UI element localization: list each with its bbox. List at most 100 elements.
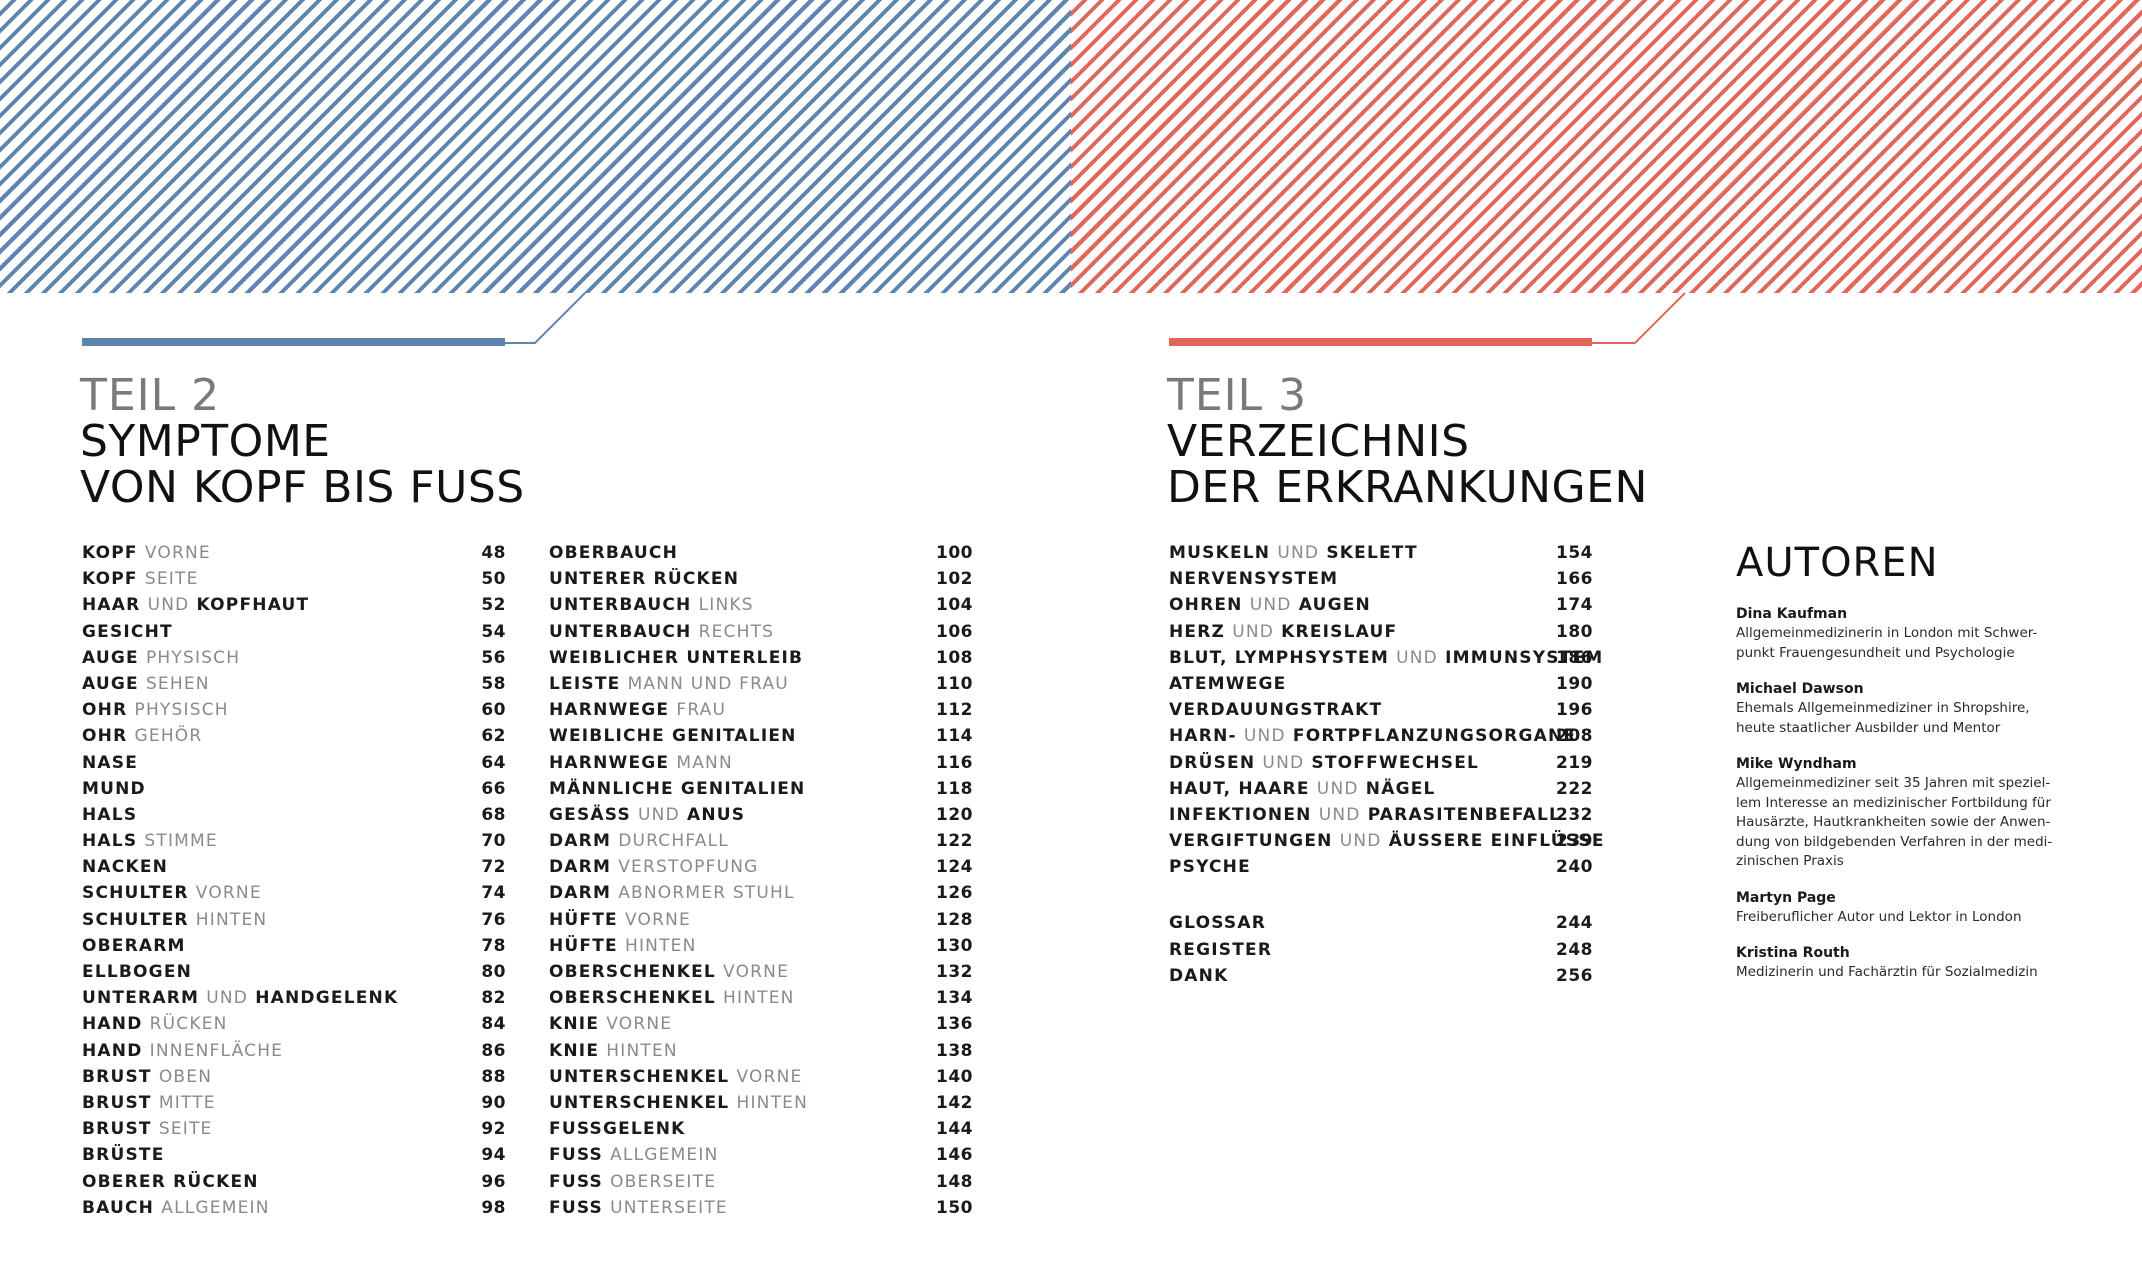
toc-entry-subtitle: MANN UND FRAU <box>627 673 789 694</box>
toc-entry-label: GLOSSAR <box>1169 913 1266 933</box>
toc-entry-subtitle: UND <box>1339 831 1382 852</box>
toc-entry: OBERBAUCH 100 <box>549 540 973 566</box>
toc-entry-keyword: OHR <box>82 726 128 747</box>
toc-entry-label: HAND RÜCKEN <box>82 1014 228 1034</box>
toc-entry-page: 106 <box>936 621 973 642</box>
author-description-line: Ehemals Allgemeinmediziner in Shropshire… <box>1736 700 2030 716</box>
toc-entry-subtitle: UND <box>1262 752 1305 773</box>
part3-title-line1: VERZEICHNIS <box>1167 416 1470 467</box>
toc-entry-page: 66 <box>481 778 506 799</box>
toc-entry-page: 256 <box>1556 965 1593 986</box>
toc-entry-keyword: MÄNNLICHE GENITALIEN <box>549 778 806 799</box>
toc-entry: BRUST OBEN 88 <box>82 1064 506 1090</box>
toc-entry-label: HALS <box>82 805 137 825</box>
toc-entry-subtitle: ALLGEMEIN <box>161 1197 270 1218</box>
toc-entry-keyword: NERVENSYSTEM <box>1169 569 1339 590</box>
toc-entry: HALS 68 <box>82 802 506 828</box>
toc-entry: HERZ UND KREISLAUF 180 <box>1169 619 1593 645</box>
toc-entry-keyword: BRUST <box>82 1092 152 1113</box>
toc-entry-page: 190 <box>1556 673 1593 694</box>
toc-entry-keyword: BLUT, LYMPHSYSTEM <box>1169 647 1389 668</box>
toc-entry-label: INFEKTIONEN UND PARASITENBEFALL <box>1169 805 1561 825</box>
toc-entry-keyword: WEIBLICHE GENITALIEN <box>549 726 797 747</box>
toc-entry-label: SCHULTER VORNE <box>82 883 262 903</box>
toc-entry-page: 122 <box>936 831 973 852</box>
toc-entry-page: 80 <box>481 962 506 982</box>
toc-entry-page: 166 <box>1556 569 1593 590</box>
toc-entry-label: MUSKELN UND SKELETT <box>1169 543 1418 563</box>
toc-entry-label: OBERER RÜCKEN <box>82 1172 259 1192</box>
toc-entry-subtitle: UND <box>1316 778 1359 799</box>
toc-entry-page: 132 <box>936 962 973 982</box>
toc-entry-label: KNIE VORNE <box>549 1014 672 1034</box>
author-description-line: Allgemeinmediziner seit 35 Jahren mit sp… <box>1736 775 2051 791</box>
toc-entry-page: 52 <box>481 595 506 616</box>
toc-entry-label: DRÜSEN UND STOFFWECHSEL <box>1169 753 1479 773</box>
toc-entry-keyword: HALS <box>82 831 138 852</box>
toc-entry-keyword: ELLBOGEN <box>82 962 193 982</box>
toc-entry-keyword: OBERSCHENKEL <box>549 988 716 1009</box>
toc-entry-keyword-2: FORTPFLANZUNGSORGANE <box>1292 726 1577 747</box>
toc-entry-page: 72 <box>481 857 506 878</box>
toc-entry-page: 64 <box>481 752 506 773</box>
toc-entry-page: 239 <box>1556 831 1593 852</box>
toc-entry-label: MUND <box>82 779 146 799</box>
toc-entry-label: HALS STIMME <box>82 831 218 851</box>
toc-entry-page: 50 <box>481 569 506 590</box>
toc-entry-label: ELLBOGEN <box>82 962 192 982</box>
toc-entry: ELLBOGEN 80 <box>82 959 506 985</box>
toc-entry-label: HAUT, HAARE UND NÄGEL <box>1169 779 1436 799</box>
toc-entry-page: 134 <box>936 988 973 1009</box>
toc-entry-subtitle: HINTEN <box>624 935 697 956</box>
toc-entry-label: AUGE SEHEN <box>82 674 210 694</box>
toc-entry-label: HAND INNENFLÄCHE <box>82 1041 283 1061</box>
toc-entry-subtitle: VORNE <box>606 1014 673 1035</box>
toc-entry-label: NASE <box>82 753 138 773</box>
toc-entry: OBERARM 78 <box>82 933 506 959</box>
toc-entry-keyword-2: PARASITENBEFALL <box>1367 804 1562 825</box>
toc-entry-page: 148 <box>936 1171 973 1192</box>
toc-entry: GESICHT 54 <box>82 619 506 645</box>
toc-entry: UNTERSCHENKEL HINTEN 142 <box>549 1090 973 1116</box>
toc-entry-subtitle: ABNORMER STUHL <box>618 883 795 904</box>
toc-entry-keyword-2: IMMUNSYSTEM <box>1445 647 1604 668</box>
toc-entry: UNTERER RÜCKEN 102 <box>549 566 973 592</box>
toc-entry-label: GESICHT <box>82 622 173 642</box>
toc-entry-label: AUGE PHYSISCH <box>82 648 240 668</box>
toc-entry-label: OBERBAUCH <box>549 543 678 563</box>
toc-entry: HAUT, HAARE UND NÄGEL 222 <box>1169 776 1593 802</box>
toc-entry: FUSSGELENK 144 <box>549 1116 973 1142</box>
toc-entry: ATEMWEGE 190 <box>1169 671 1593 697</box>
author-description-line: Allgemeinmedizinerin in London mit Schwe… <box>1736 625 2038 641</box>
toc-entry-keyword: DARM <box>549 883 612 904</box>
toc-entry: HARNWEGE MANN 116 <box>549 750 973 776</box>
author-name: Kristina Routh <box>1736 945 1850 961</box>
toc-entry: WEIBLICHER UNTERLEIB 108 <box>549 645 973 671</box>
toc-entry-page: 74 <box>481 883 506 904</box>
toc-entry-keyword: INFEKTIONEN <box>1169 804 1312 825</box>
toc-entry: KOPF SEITE 50 <box>82 566 506 592</box>
toc-entry-keyword: HÜFTE <box>549 935 618 956</box>
toc-entry-label: FUSS OBERSEITE <box>549 1172 716 1192</box>
toc-entry: DANK 256 <box>1169 963 1593 989</box>
toc-entry-page: 94 <box>481 1145 506 1166</box>
toc-entry: OHREN UND AUGEN 174 <box>1169 592 1593 618</box>
toc-entry-page: 128 <box>936 909 973 930</box>
red-connector <box>1590 292 1686 344</box>
toc-entry-keyword: DRÜSEN <box>1169 752 1256 773</box>
toc-entry-label: REGISTER <box>1169 940 1272 960</box>
toc-entry-subtitle: UND <box>1232 621 1275 642</box>
toc-entry-page: 219 <box>1556 752 1593 773</box>
toc-entry-subtitle: ALLGEMEIN <box>610 1145 719 1166</box>
toc-entry-page: 248 <box>1556 939 1593 960</box>
toc-entry-label: DARM VERSTOPFUNG <box>549 857 759 877</box>
authors-title: AUTOREN <box>1736 540 1939 586</box>
toc-entry-keyword: KOPF <box>82 543 138 563</box>
toc-entry-page: 92 <box>481 1119 506 1140</box>
toc-entry-keyword: GESÄSS <box>549 804 631 825</box>
toc-entry-page: 142 <box>936 1092 973 1113</box>
toc-entry-label: KOPF VORNE <box>82 543 211 563</box>
toc-entry-label: BAUCH ALLGEMEIN <box>82 1198 270 1218</box>
toc-entry: PSYCHE 240 <box>1169 854 1593 880</box>
toc-entry-keyword: GLOSSAR <box>1169 913 1267 934</box>
